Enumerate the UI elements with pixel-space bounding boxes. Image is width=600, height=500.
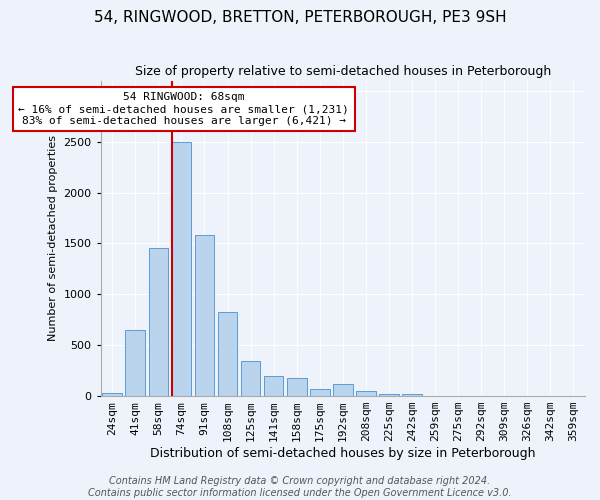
Text: 54 RINGWOOD: 68sqm
← 16% of semi-detached houses are smaller (1,231)
83% of semi: 54 RINGWOOD: 68sqm ← 16% of semi-detache…: [19, 92, 349, 126]
Bar: [125, 330, 145, 396]
Bar: [287, 378, 307, 396]
Bar: [218, 312, 238, 396]
Y-axis label: Number of semi-detached properties: Number of semi-detached properties: [48, 136, 58, 342]
Bar: [356, 391, 376, 396]
Text: 54, RINGWOOD, BRETTON, PETERBOROUGH, PE3 9SH: 54, RINGWOOD, BRETTON, PETERBOROUGH, PE3…: [94, 10, 506, 25]
Bar: [149, 248, 168, 396]
Bar: [103, 393, 122, 396]
Bar: [379, 394, 399, 396]
Bar: [264, 376, 283, 396]
X-axis label: Distribution of semi-detached houses by size in Peterborough: Distribution of semi-detached houses by …: [150, 447, 536, 460]
Bar: [402, 394, 422, 396]
Bar: [241, 362, 260, 396]
Bar: [172, 142, 191, 396]
Title: Size of property relative to semi-detached houses in Peterborough: Size of property relative to semi-detach…: [135, 65, 551, 78]
Bar: [333, 384, 353, 396]
Bar: [194, 236, 214, 396]
Bar: [310, 389, 329, 396]
Text: Contains HM Land Registry data © Crown copyright and database right 2024.
Contai: Contains HM Land Registry data © Crown c…: [88, 476, 512, 498]
